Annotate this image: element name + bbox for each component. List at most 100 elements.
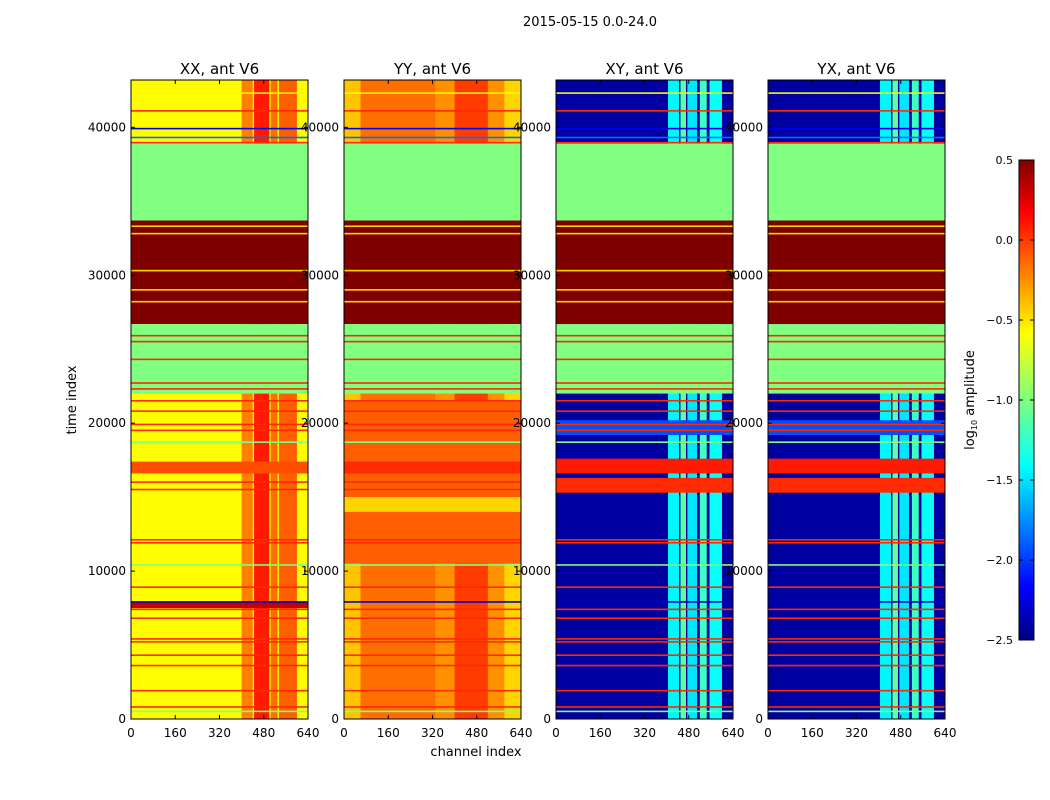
heatmap-time-line — [131, 269, 308, 272]
heatmap-time-line — [556, 706, 733, 708]
heatmap-time-line — [768, 617, 945, 620]
heatmap-time-line — [768, 269, 945, 272]
x-tick-label: 320 — [845, 726, 868, 740]
heatmap-flag-band — [131, 143, 308, 221]
panel-title: XX, ant V6 — [180, 60, 259, 78]
heatmap-channel-stripe — [270, 80, 278, 719]
heatmap-time-line — [344, 429, 521, 432]
y-tick-label: 20000 — [88, 416, 126, 430]
heatmap-time-line — [768, 340, 945, 343]
heatmap-time-line — [344, 334, 521, 337]
heatmap-time-line — [344, 423, 521, 426]
heatmap-row-band — [131, 602, 308, 609]
heatmap-time-line — [344, 358, 521, 361]
x-tick-label: 160 — [377, 726, 400, 740]
heatmap-time-line — [344, 136, 521, 139]
x-tick-label: 480 — [252, 726, 275, 740]
heatmap-time-line — [556, 136, 733, 139]
colorbar-tick-label: 0.0 — [996, 234, 1014, 247]
heatmap-time-line — [556, 410, 733, 412]
heatmap-time-line — [131, 689, 308, 692]
heatmap-time-line — [131, 429, 308, 432]
heatmap-time-line — [344, 601, 521, 603]
y-tick-label: 10000 — [88, 564, 126, 578]
heatmap-time-line — [556, 539, 733, 541]
heatmap-time-line — [556, 641, 733, 643]
y-tick-label: 30000 — [88, 268, 126, 282]
heatmap-time-line — [556, 92, 733, 94]
heatmap-time-line — [131, 410, 308, 412]
heatmap-time-line — [131, 334, 308, 337]
y-tick-label: 20000 — [725, 416, 763, 430]
heatmap-time-line — [131, 423, 308, 426]
heatmap-time-line — [344, 141, 521, 144]
heatmap-time-line — [344, 664, 521, 667]
x-tick-label: 0 — [552, 726, 560, 740]
heatmap-row-band — [768, 458, 945, 474]
heatmap-time-line — [344, 388, 521, 390]
heatmap-time-line — [556, 340, 733, 343]
colorbar-tick-label: −1.0 — [986, 394, 1013, 407]
heatmap-time-line — [768, 481, 945, 483]
heatmap-time-line — [556, 664, 733, 667]
heatmap-time-line — [556, 423, 733, 426]
heatmap-time-line — [556, 481, 733, 483]
colorbar-tick-label: −2.0 — [986, 554, 1013, 567]
heatmap-time-line — [344, 617, 521, 620]
heatmap-flag-band — [344, 220, 521, 325]
heatmap-time-line — [768, 608, 945, 611]
heatmap-time-line — [344, 710, 521, 713]
heatmap-channel-stripe — [699, 80, 707, 719]
y-tick-label: 30000 — [513, 268, 551, 282]
heatmap-time-line — [131, 488, 308, 491]
heatmap-time-line — [131, 664, 308, 667]
heatmap-time-line — [768, 654, 945, 656]
figure-title: 2015-05-15 0.0-24.0 — [523, 15, 657, 30]
heatmap-time-line — [344, 706, 521, 708]
heatmap-time-line — [556, 608, 733, 611]
heatmap-time-line — [131, 641, 308, 643]
heatmap-time-line — [556, 710, 733, 713]
heatmap-flag-band — [344, 143, 521, 221]
heatmap-time-line — [131, 289, 308, 291]
heatmap-time-line — [556, 232, 733, 235]
x-tick-label: 640 — [510, 726, 533, 740]
heatmap-time-line — [131, 136, 308, 139]
heatmap-time-line — [768, 232, 945, 235]
y-tick-label: 10000 — [725, 564, 763, 578]
heatmap-time-line — [768, 586, 945, 588]
heatmap-row-band — [344, 461, 521, 474]
heatmap-channel-stripe — [687, 80, 698, 719]
x-tick-label: 320 — [421, 726, 444, 740]
heatmap-time-line — [768, 410, 945, 412]
colorbar: log10 amplitude 0.5 0.0 −0.5 −1.0 −1.5 −2.0 −2… — [963, 154, 1035, 647]
heatmap-time-line — [131, 541, 308, 544]
x-tick-label: 0 — [764, 726, 772, 740]
heatmap-time-line — [768, 289, 945, 291]
y-tick-label: 30000 — [301, 268, 339, 282]
heatmap-time-line — [768, 423, 945, 426]
heatmap-time-line — [344, 488, 521, 491]
heatmap-time-line — [768, 601, 945, 603]
heatmap-time-line — [344, 289, 521, 291]
heatmap-time-line — [131, 110, 308, 112]
heatmap-time-line — [131, 441, 308, 443]
heatmap-time-line — [556, 110, 733, 112]
heatmap-panel: XY, ant V6 0 160 320 480 640 0 10000 20000 30000 4… — [513, 60, 745, 740]
heatmap-time-line — [344, 340, 521, 343]
heatmap-time-line — [131, 232, 308, 235]
heatmap-time-line — [131, 225, 308, 228]
heatmap-time-line — [344, 127, 521, 130]
y-tick-label: 30000 — [725, 268, 763, 282]
heatmap-time-line — [556, 638, 733, 640]
heatmap-time-line — [556, 358, 733, 361]
heatmap-time-line — [556, 382, 733, 384]
heatmap-time-line — [344, 586, 521, 588]
heatmap-time-line — [131, 358, 308, 361]
heatmap-time-line — [131, 539, 308, 541]
heatmap-time-line — [556, 269, 733, 272]
y-tick-label: 10000 — [301, 564, 339, 578]
heatmap-time-line — [131, 608, 308, 611]
y-tick-label: 0 — [543, 712, 551, 726]
